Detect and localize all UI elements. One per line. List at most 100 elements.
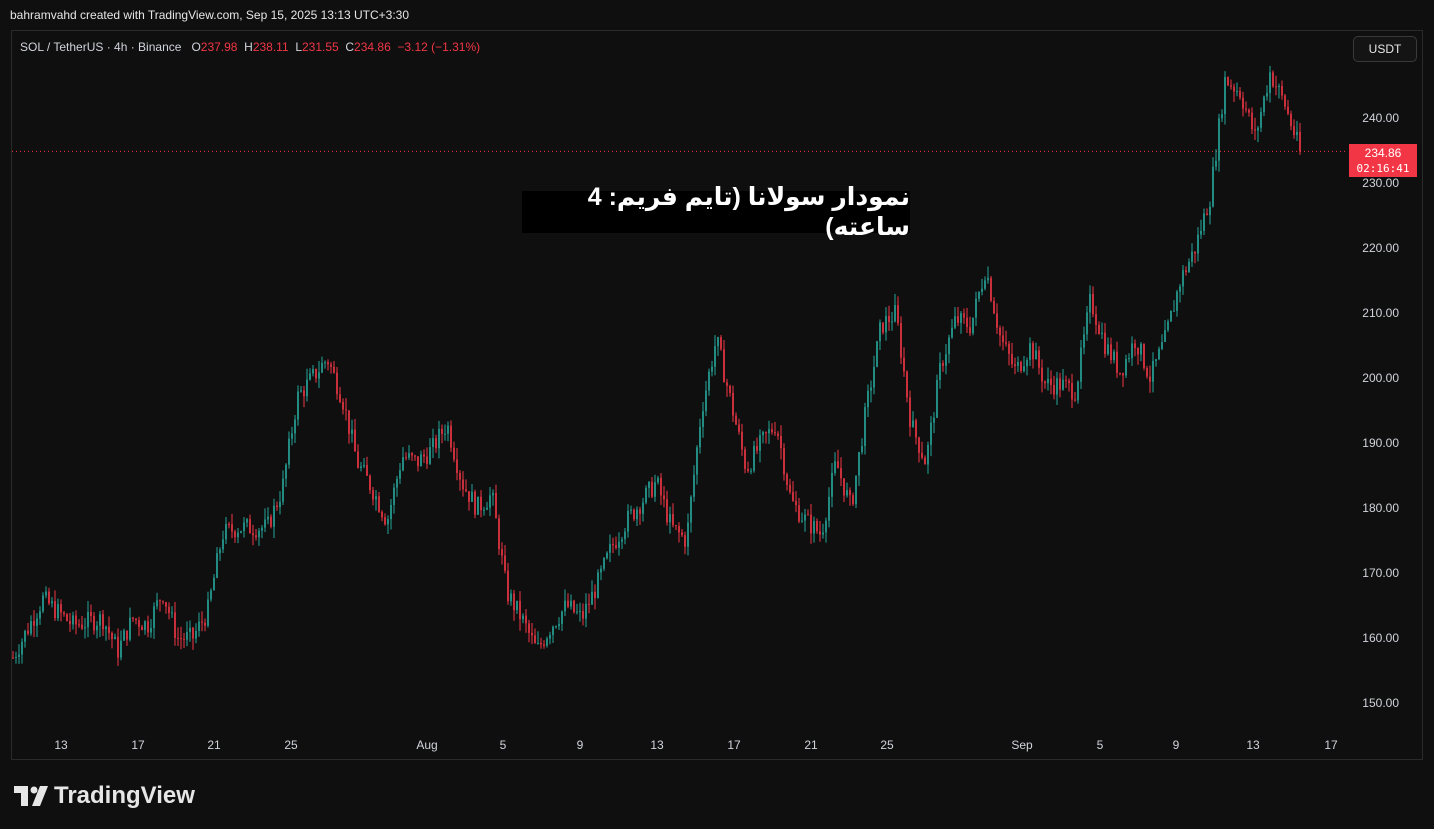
candle-body[interactable] xyxy=(258,530,260,538)
candle-body[interactable] xyxy=(1158,348,1160,360)
candle-body[interactable] xyxy=(60,604,62,613)
candle-body[interactable] xyxy=(534,635,536,644)
candle-body[interactable] xyxy=(366,464,368,476)
candle-body[interactable] xyxy=(1074,399,1076,401)
candle-body[interactable] xyxy=(822,532,824,535)
candle-body[interactable] xyxy=(1275,86,1277,88)
candle-body[interactable] xyxy=(1098,324,1100,334)
candle-body[interactable] xyxy=(969,327,971,334)
candle-body[interactable] xyxy=(24,630,26,642)
candle-body[interactable] xyxy=(597,572,599,598)
candle-body[interactable] xyxy=(198,621,200,631)
candle-body[interactable] xyxy=(438,428,440,449)
candle-body[interactable] xyxy=(489,495,491,508)
candle-body[interactable] xyxy=(999,327,1001,336)
candle-body[interactable] xyxy=(768,429,770,434)
candle-body[interactable] xyxy=(849,490,851,496)
candle-body[interactable] xyxy=(894,305,896,322)
candle-body[interactable] xyxy=(27,630,29,634)
candle-body[interactable] xyxy=(1065,379,1067,381)
candle-body[interactable] xyxy=(18,654,20,657)
candle-body[interactable] xyxy=(183,638,185,640)
candle-body[interactable] xyxy=(123,630,125,641)
candle-body[interactable] xyxy=(858,452,860,476)
candle-body[interactable] xyxy=(405,457,407,459)
candle-body[interactable] xyxy=(555,626,557,628)
candle-body[interactable] xyxy=(990,277,992,301)
candle-body[interactable] xyxy=(108,626,110,633)
candle-body[interactable] xyxy=(354,429,356,452)
candle-body[interactable] xyxy=(993,300,995,314)
candle-body[interactable] xyxy=(447,425,449,434)
candle-body[interactable] xyxy=(1272,72,1274,87)
candle-body[interactable] xyxy=(639,509,641,514)
candle-body[interactable] xyxy=(807,514,809,516)
candle-body[interactable] xyxy=(564,600,566,612)
candle-body[interactable] xyxy=(801,520,803,522)
candle-body[interactable] xyxy=(66,614,68,621)
candle-body[interactable] xyxy=(834,461,836,473)
candle-body[interactable] xyxy=(195,630,197,639)
candle-body[interactable] xyxy=(630,509,632,511)
candle-body[interactable] xyxy=(1167,321,1169,331)
candle-body[interactable] xyxy=(1104,332,1106,355)
candle-body[interactable] xyxy=(456,459,458,473)
candle-body[interactable] xyxy=(729,385,731,393)
candle-body[interactable] xyxy=(546,638,548,646)
candle-body[interactable] xyxy=(747,468,749,472)
candle-body[interactable] xyxy=(756,446,758,451)
candle-body[interactable] xyxy=(255,535,257,538)
candle-body[interactable] xyxy=(579,611,581,613)
candle-body[interactable] xyxy=(1140,343,1142,355)
candle-body[interactable] xyxy=(762,432,764,436)
candle-body[interactable] xyxy=(291,433,293,439)
candle-body[interactable] xyxy=(798,505,800,522)
candle-body[interactable] xyxy=(357,451,359,468)
candle-body[interactable] xyxy=(702,411,704,427)
candle-body[interactable] xyxy=(288,438,290,465)
candle-body[interactable] xyxy=(96,625,98,631)
candle-body[interactable] xyxy=(375,496,377,500)
candle-body[interactable] xyxy=(30,621,32,634)
candle-body[interactable] xyxy=(594,591,596,598)
candle-body[interactable] xyxy=(495,492,497,519)
candle-body[interactable] xyxy=(1242,97,1244,109)
candle-body[interactable] xyxy=(687,522,689,547)
candle-body[interactable] xyxy=(657,477,659,483)
candle-body[interactable] xyxy=(1092,293,1094,315)
candle-body[interactable] xyxy=(618,541,620,548)
candle-body[interactable] xyxy=(336,372,338,395)
candle-body[interactable] xyxy=(372,490,374,500)
candle-body[interactable] xyxy=(1266,93,1268,97)
candle-body[interactable] xyxy=(306,379,308,397)
candle-body[interactable] xyxy=(390,505,392,520)
candle-body[interactable] xyxy=(1134,343,1136,348)
candle-body[interactable] xyxy=(669,514,671,523)
candle-body[interactable] xyxy=(204,622,206,626)
candle-body[interactable] xyxy=(750,470,752,472)
candle-body[interactable] xyxy=(111,632,113,640)
candle-body[interactable] xyxy=(384,517,386,525)
candle-body[interactable] xyxy=(1131,343,1133,359)
candle-body[interactable] xyxy=(903,357,905,372)
candle-body[interactable] xyxy=(93,615,95,631)
candle-body[interactable] xyxy=(1155,359,1157,361)
candle-body[interactable] xyxy=(837,461,839,469)
candle-body[interactable] xyxy=(69,620,71,625)
candle-body[interactable] xyxy=(150,628,152,633)
candle-body[interactable] xyxy=(222,539,224,550)
candle-body[interactable] xyxy=(600,568,602,573)
candle-body[interactable] xyxy=(927,444,929,465)
candle-body[interactable] xyxy=(1044,381,1046,384)
candle-body[interactable] xyxy=(1128,358,1130,360)
candle-body[interactable] xyxy=(186,632,188,640)
candle-body[interactable] xyxy=(1197,234,1199,254)
candle-body[interactable] xyxy=(1008,343,1010,354)
candle-body[interactable] xyxy=(918,437,920,453)
candle-body[interactable] xyxy=(783,448,785,475)
candle-body[interactable] xyxy=(294,419,296,434)
candle-body[interactable] xyxy=(1062,379,1064,390)
candle-body[interactable] xyxy=(90,611,92,616)
candle-body[interactable] xyxy=(816,521,818,532)
candle-body[interactable] xyxy=(612,544,614,546)
